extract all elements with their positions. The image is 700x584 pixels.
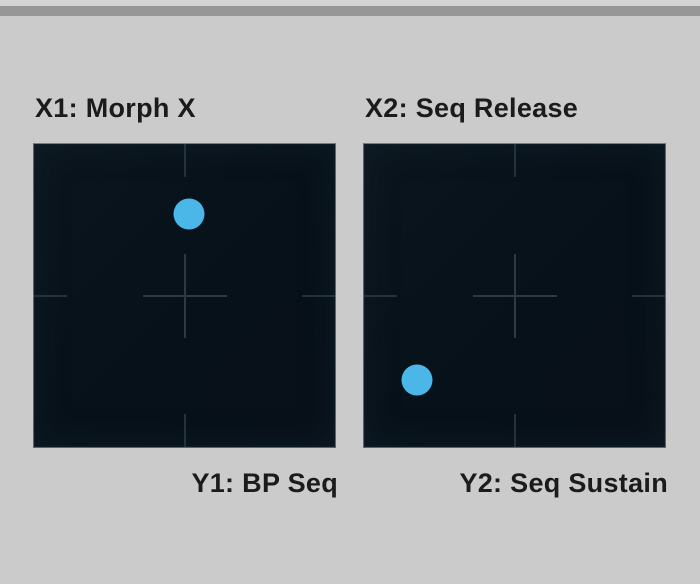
pad1-x-axis-label: X1: Morph X xyxy=(35,93,196,123)
tick-top xyxy=(183,144,186,177)
panel-divider-band xyxy=(0,6,700,16)
pad2-y-axis-label: Y2: Seq Sustain xyxy=(459,468,668,498)
tick-bottom xyxy=(513,414,516,447)
tick-bottom xyxy=(183,414,186,447)
xy-pad-1[interactable] xyxy=(33,143,336,448)
tick-left xyxy=(364,294,397,297)
xy-pad-2-handle[interactable] xyxy=(401,364,433,396)
pad2-x-axis-label: X2: Seq Release xyxy=(365,93,579,123)
tick-top xyxy=(513,144,516,177)
tick-right xyxy=(632,294,665,297)
xy-pad-1-handle[interactable] xyxy=(173,198,205,230)
window-edge-strip xyxy=(0,0,700,6)
crosshair-vertical xyxy=(183,253,186,338)
pad1-y-axis-label: Y1: BP Seq xyxy=(191,468,338,498)
xy-pad-2[interactable] xyxy=(363,143,666,448)
tick-left xyxy=(34,294,67,297)
crosshair-vertical xyxy=(513,253,516,338)
tick-right xyxy=(302,294,335,297)
